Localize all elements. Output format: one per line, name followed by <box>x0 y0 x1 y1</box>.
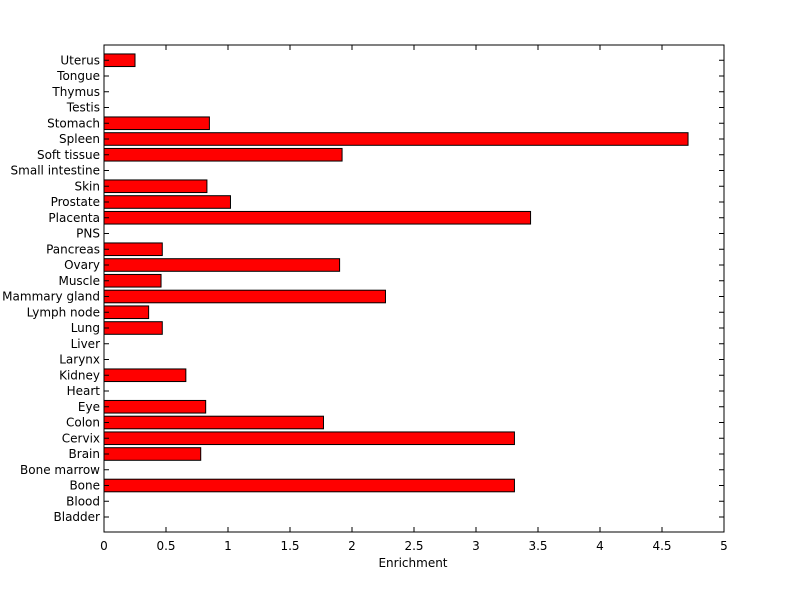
bar-stomach <box>103 116 210 131</box>
y-tick-label: Heart <box>67 384 101 398</box>
y-tick-label: Uterus <box>60 53 100 67</box>
y-tick-label: Liver <box>71 337 101 351</box>
y-tick-label: Lung <box>71 321 100 335</box>
bar-mammary-gland <box>103 289 386 304</box>
bar-lymph-node <box>103 305 150 320</box>
y-tick-label: Stomach <box>47 116 100 130</box>
y-tick-label: Spleen <box>59 132 100 146</box>
x-tick-label: 4 <box>596 539 604 553</box>
y-tick-label: Small intestine <box>11 164 100 178</box>
x-tick-label: 0.5 <box>156 539 175 553</box>
y-tick-label: Bladder <box>54 510 101 524</box>
y-tick-label: Thymus <box>51 85 100 99</box>
plot-frame <box>103 44 725 533</box>
y-tick-label: Prostate <box>51 195 100 209</box>
y-tick-label: Cervix <box>62 431 100 445</box>
y-tick-label: Larynx <box>59 353 100 367</box>
x-tick-label: 1 <box>224 539 232 553</box>
y-tick-label: Placenta <box>48 211 100 225</box>
y-tick-label: Mammary gland <box>2 290 100 304</box>
y-tick-label: Bone <box>69 479 100 493</box>
bar-bone <box>103 478 515 493</box>
bar-kidney <box>103 368 187 383</box>
y-tick-label: Skin <box>74 179 100 193</box>
bar-spleen <box>103 132 689 146</box>
y-tick-label: Ovary <box>64 258 100 272</box>
bar-lung <box>103 321 163 335</box>
x-tick-label: 2 <box>348 539 356 553</box>
x-tick-label: 4.5 <box>652 539 671 553</box>
bar-prostate <box>103 195 231 209</box>
bar-placenta <box>103 210 532 225</box>
bar-pancreas <box>103 242 163 257</box>
y-tick-label: Tongue <box>56 69 100 83</box>
y-tick-label: Muscle <box>58 274 100 288</box>
bar-colon <box>103 415 324 430</box>
x-tick-label: 1.5 <box>280 539 299 553</box>
y-tick-label: Brain <box>69 447 100 461</box>
x-tick-label: 5 <box>720 539 728 553</box>
bar-skin <box>103 179 208 194</box>
y-tick-label: Blood <box>66 494 100 508</box>
x-tick-label: 2.5 <box>404 539 423 553</box>
bar-cervix <box>103 431 515 446</box>
x-ticks-layer: 0 0.5 1 1.5 2 2.5 3 3.5 4 4.5 5 <box>100 45 728 553</box>
y-tick-label: Colon <box>66 416 100 430</box>
y-tick-label: Lymph node <box>27 305 100 319</box>
x-tick-label: 0 <box>100 539 108 553</box>
x-tick-label: 3 <box>472 539 480 553</box>
x-tick-label: 3.5 <box>528 539 547 553</box>
bar-brain <box>103 447 202 461</box>
bar-ovary <box>103 258 341 272</box>
y-tick-label: Pancreas <box>46 242 100 256</box>
bar-muscle <box>103 273 162 288</box>
y-tick-label: Eye <box>78 400 100 414</box>
y-tick-label: Testis <box>66 101 100 115</box>
y-tick-label: Bone marrow <box>20 463 100 477</box>
bar-soft-tissue <box>103 147 343 162</box>
y-tick-label: Soft tissue <box>37 148 100 162</box>
x-axis-title: Enrichment <box>378 556 447 570</box>
y-tick-label: Kidney <box>59 368 100 382</box>
bar-eye <box>103 399 207 414</box>
y-tick-label: PNS <box>76 227 100 241</box>
